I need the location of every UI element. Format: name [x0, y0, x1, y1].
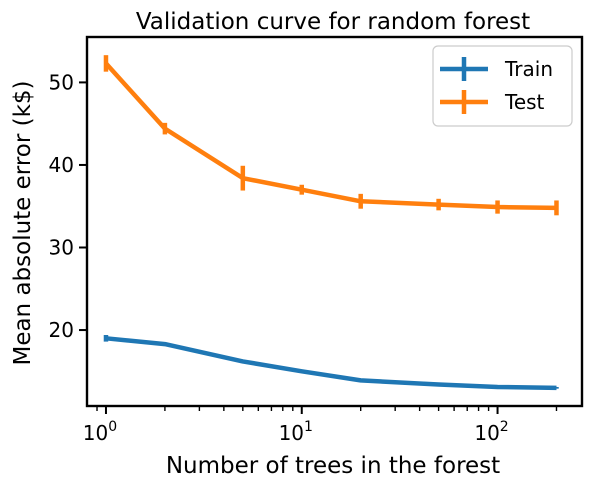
- y-tick-label: 50: [49, 70, 74, 94]
- y-tick-label: 40: [49, 153, 74, 177]
- x-tick-label: 100: [83, 419, 117, 445]
- series-test: [103, 55, 559, 216]
- plot-frame: [85, 35, 584, 408]
- y-axis-ticks: 20 30 40 50: [49, 70, 87, 342]
- legend-label-train: Train: [504, 57, 553, 81]
- x-tick-label: 101: [279, 419, 313, 445]
- x-tick-label-base: 10: [279, 421, 304, 445]
- series-line-test: [104, 61, 557, 211]
- x-tick-label-base: 10: [474, 421, 499, 445]
- x-tick-label-exponent: 0: [108, 419, 117, 435]
- x-tick-label-base: 10: [83, 421, 108, 445]
- x-tick-label-exponent: 1: [304, 419, 313, 435]
- y-axis-label: Mean absolute error (k$): [10, 80, 36, 365]
- series-train: [103, 335, 559, 391]
- y-tick-label: 20: [49, 318, 74, 342]
- y-tick-label: 30: [49, 236, 74, 260]
- x-tick-label: 102: [474, 419, 508, 445]
- x-tick-label-exponent: 2: [500, 419, 509, 435]
- series-layer: [103, 55, 559, 391]
- chart-title: Validation curve for random forest: [136, 9, 530, 35]
- legend: Train Test: [432, 45, 573, 127]
- legend-label-test: Test: [504, 90, 545, 114]
- x-axis-label: Number of trees in the forest: [166, 453, 500, 479]
- x-axis-ticks: 100 101 102: [83, 406, 558, 445]
- legend-box: [432, 45, 573, 127]
- series-line-train: [105, 336, 557, 391]
